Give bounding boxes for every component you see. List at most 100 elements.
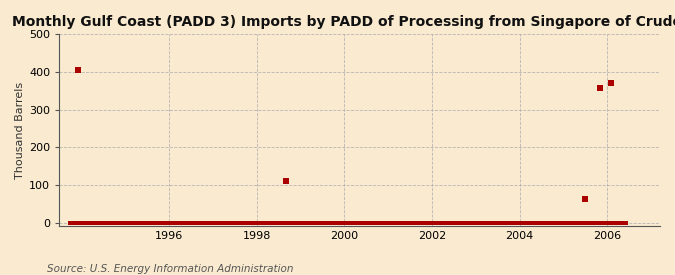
Point xyxy=(551,221,562,225)
Point xyxy=(124,221,134,225)
Point xyxy=(189,221,200,225)
Point xyxy=(522,221,533,225)
Point xyxy=(240,221,251,225)
Point xyxy=(207,221,218,225)
Point xyxy=(149,221,160,225)
Point xyxy=(584,221,595,225)
Point xyxy=(540,221,551,225)
Point xyxy=(405,221,416,225)
Point xyxy=(514,221,525,225)
Point xyxy=(547,221,558,225)
Point xyxy=(350,221,360,225)
Point xyxy=(398,221,408,225)
Point xyxy=(566,221,576,225)
Point xyxy=(448,221,459,225)
Point xyxy=(266,221,277,225)
Point xyxy=(605,221,616,225)
Point xyxy=(163,221,174,225)
Point xyxy=(598,221,609,225)
Title: Monthly Gulf Coast (PADD 3) Imports by PADD of Processing from Singapore of Crud: Monthly Gulf Coast (PADD 3) Imports by P… xyxy=(11,15,675,29)
Point xyxy=(178,221,189,225)
Point xyxy=(386,221,397,225)
Point xyxy=(533,221,543,225)
Point xyxy=(215,221,225,225)
Point xyxy=(317,221,328,225)
Point xyxy=(138,221,148,225)
Point xyxy=(554,221,565,225)
Point xyxy=(186,221,196,225)
Point xyxy=(474,221,485,225)
Point xyxy=(496,221,507,225)
Text: Source: U.S. Energy Information Administration: Source: U.S. Energy Information Administ… xyxy=(47,264,294,274)
Point xyxy=(346,221,357,225)
Point xyxy=(580,197,591,202)
Point xyxy=(90,221,101,225)
Point xyxy=(383,221,394,225)
Point xyxy=(427,221,437,225)
Point xyxy=(445,221,456,225)
Point xyxy=(390,221,401,225)
Point xyxy=(504,221,514,225)
Point xyxy=(529,221,540,225)
Point xyxy=(222,221,233,225)
Point xyxy=(134,221,145,225)
Point xyxy=(83,221,94,225)
Point xyxy=(248,221,259,225)
Point xyxy=(375,221,386,225)
Point xyxy=(171,221,182,225)
Point xyxy=(339,221,350,225)
Point xyxy=(401,221,412,225)
Point xyxy=(273,221,284,225)
Point xyxy=(408,221,419,225)
Point xyxy=(160,221,171,225)
Point xyxy=(295,221,306,225)
Point xyxy=(153,221,163,225)
Point xyxy=(452,221,463,225)
Point xyxy=(412,221,423,225)
Point xyxy=(361,221,372,225)
Point xyxy=(237,221,248,225)
Point xyxy=(225,221,236,225)
Point xyxy=(167,221,178,225)
Point xyxy=(558,221,569,225)
Point xyxy=(321,221,331,225)
Point xyxy=(251,221,262,225)
Point xyxy=(127,221,138,225)
Point xyxy=(569,221,580,225)
Point xyxy=(357,221,368,225)
Point xyxy=(281,178,292,183)
Point xyxy=(193,221,204,225)
Point xyxy=(368,221,379,225)
Point xyxy=(119,221,130,225)
Point xyxy=(507,221,518,225)
Point xyxy=(543,221,554,225)
Point xyxy=(69,221,80,225)
Point xyxy=(313,221,324,225)
Point xyxy=(456,221,466,225)
Point xyxy=(478,221,489,225)
Point xyxy=(259,221,269,225)
Point xyxy=(131,221,142,225)
Point xyxy=(218,221,229,225)
Point xyxy=(434,221,445,225)
Point xyxy=(65,221,76,225)
Point xyxy=(255,221,266,225)
Point xyxy=(595,221,605,225)
Point xyxy=(328,221,339,225)
Point xyxy=(511,221,522,225)
Point xyxy=(364,221,375,225)
Point xyxy=(379,221,390,225)
Point xyxy=(204,221,215,225)
Point xyxy=(302,221,313,225)
Point xyxy=(441,221,452,225)
Point xyxy=(430,221,441,225)
Point xyxy=(87,221,98,225)
Point xyxy=(587,221,598,225)
Point xyxy=(230,221,240,225)
Point xyxy=(562,221,572,225)
Point xyxy=(324,221,335,225)
Point xyxy=(605,81,616,86)
Point xyxy=(116,221,127,225)
Point xyxy=(262,221,273,225)
Point xyxy=(460,221,470,225)
